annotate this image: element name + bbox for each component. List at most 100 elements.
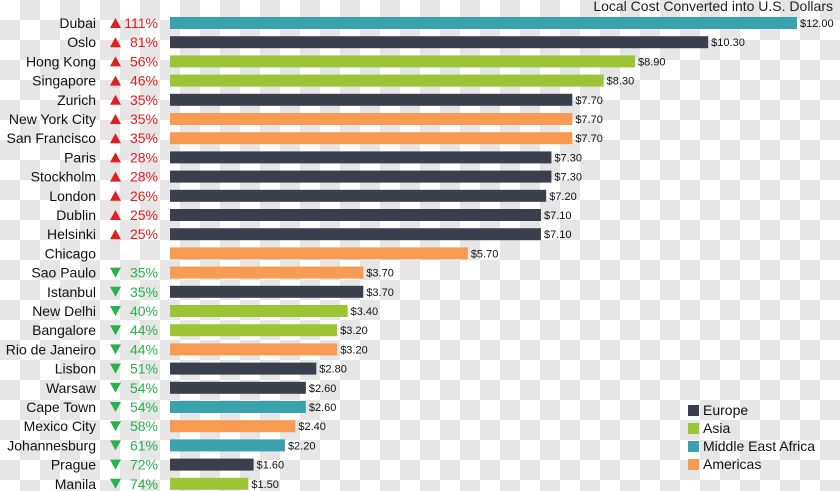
legend-label-asia: Asia xyxy=(703,420,731,436)
change-percent-paris: 28% xyxy=(130,149,158,165)
change-percent-san-francisco: 35% xyxy=(130,130,158,146)
category-label-johannesburg: Johannesburg xyxy=(7,437,96,453)
category-label-cape-town: Cape Town xyxy=(26,399,96,415)
category-label-mexico-city: Mexico City xyxy=(24,418,96,434)
bar-sao-paulo xyxy=(170,266,364,279)
value-label-stockholm: $7.30 xyxy=(554,172,582,184)
change-percent-lisbon: 51% xyxy=(130,361,158,377)
change-up-icon xyxy=(110,152,121,163)
change-down-icon xyxy=(110,344,121,355)
value-label-rio-de-janeiro: $3.20 xyxy=(340,344,368,356)
category-label-chicago: Chicago xyxy=(45,245,97,261)
change-percent-oslo: 81% xyxy=(130,34,158,50)
change-down-icon xyxy=(110,267,121,278)
change-up-icon xyxy=(110,210,121,220)
value-label-istanbul: $3.70 xyxy=(366,287,394,299)
change-percent-new-delhi: 40% xyxy=(130,303,158,319)
category-label-oslo: Oslo xyxy=(67,34,96,50)
change-percent-prague: 72% xyxy=(130,457,158,473)
bar-istanbul xyxy=(170,285,364,298)
category-label-san-francisco: San Francisco xyxy=(7,130,97,146)
value-label-manila: $1.50 xyxy=(251,479,279,491)
bar-warsaw xyxy=(170,381,306,394)
chart-title: Local Cost Converted into U.S. Dollars xyxy=(593,0,833,14)
value-label-sao-paulo: $3.70 xyxy=(366,268,394,280)
change-up-icon xyxy=(110,229,121,240)
value-label-bangalore: $3.20 xyxy=(340,325,368,337)
change-down-icon xyxy=(110,382,121,393)
change-down-icon xyxy=(110,440,121,451)
bar-manila xyxy=(170,477,249,490)
change-up-icon xyxy=(110,94,121,105)
change-percent-bangalore: 44% xyxy=(130,322,158,338)
value-label-new-delhi: $3.40 xyxy=(351,306,379,318)
category-label-zurich: Zurich xyxy=(57,92,96,108)
change-percent-dublin: 25% xyxy=(130,207,158,223)
bar-singapore xyxy=(170,74,604,87)
bar-oslo xyxy=(170,36,709,49)
bar-london xyxy=(170,189,547,202)
category-label-warsaw: Warsaw xyxy=(46,380,97,396)
category-label-paris: Paris xyxy=(64,149,96,165)
value-label-london: $7.20 xyxy=(549,191,577,203)
value-label-hong-kong: $8.90 xyxy=(638,56,666,68)
change-percent-zurich: 35% xyxy=(130,92,158,108)
change-percent-warsaw: 54% xyxy=(130,380,158,396)
change-down-icon xyxy=(110,402,121,412)
change-up-icon xyxy=(110,37,121,48)
bar-dubai xyxy=(170,17,797,29)
change-up-icon xyxy=(110,133,121,144)
legend-swatch-asia xyxy=(688,423,699,434)
value-label-chicago: $5.70 xyxy=(471,248,499,260)
value-label-cape-town: $2.60 xyxy=(309,402,337,414)
bar-rio-de-janeiro xyxy=(170,343,338,356)
legend-label-europe: Europe xyxy=(703,402,749,418)
change-down-icon xyxy=(110,286,121,297)
change-down-icon xyxy=(110,478,121,489)
change-up-icon xyxy=(110,75,121,86)
value-label-san-francisco: $7.70 xyxy=(575,133,603,145)
category-label-prague: Prague xyxy=(51,457,96,473)
value-label-paris: $7.30 xyxy=(554,152,582,164)
change-down-icon xyxy=(110,421,121,432)
change-up-icon xyxy=(110,18,121,28)
category-label-dublin: Dublin xyxy=(56,207,96,223)
category-label-helsinki: Helsinki xyxy=(47,226,96,242)
change-percent-rio-de-janeiro: 44% xyxy=(130,341,158,357)
bar-cape-town xyxy=(170,401,306,413)
category-label-new-york-city: New York City xyxy=(9,111,96,127)
bar-san-francisco xyxy=(170,132,573,145)
change-percent-london: 26% xyxy=(130,188,158,204)
value-label-oslo: $10.30 xyxy=(711,37,745,49)
bar-lisbon xyxy=(170,362,317,375)
change-percent-new-york-city: 35% xyxy=(130,111,158,127)
change-down-icon xyxy=(110,306,121,316)
bar-stockholm xyxy=(170,170,552,183)
change-percent-manila: 74% xyxy=(130,476,158,491)
value-label-johannesburg: $2.20 xyxy=(288,440,316,452)
legend-label-americas: Americas xyxy=(703,456,762,472)
category-label-london: London xyxy=(49,188,96,204)
category-label-hong-kong: Hong Kong xyxy=(26,53,96,69)
category-label-lisbon: Lisbon xyxy=(55,361,96,377)
bar-helsinki xyxy=(170,228,541,241)
bar-dublin xyxy=(170,209,541,221)
change-percent-johannesburg: 61% xyxy=(130,437,158,453)
category-label-bangalore: Bangalore xyxy=(32,322,96,338)
change-percent-helsinki: 25% xyxy=(130,226,158,242)
legend-swatch-middle-east-africa xyxy=(688,441,699,452)
value-label-lisbon: $2.80 xyxy=(319,364,347,376)
legend-label-middle-east-africa: Middle East Africa xyxy=(703,438,816,454)
category-label-rio-de-janeiro: Rio de Janeiro xyxy=(6,341,96,357)
category-label-dubai: Dubai xyxy=(59,15,96,31)
bar-new-delhi xyxy=(170,305,348,317)
value-label-dubai: $12.00 xyxy=(800,18,834,30)
change-percent-sao-paulo: 35% xyxy=(130,265,158,281)
value-label-dublin: $7.10 xyxy=(544,210,572,222)
legend-swatch-americas xyxy=(688,459,699,470)
bar-new-york-city xyxy=(170,113,573,125)
change-down-icon xyxy=(110,363,121,374)
bar-paris xyxy=(170,151,552,164)
value-label-warsaw: $2.60 xyxy=(309,383,337,395)
